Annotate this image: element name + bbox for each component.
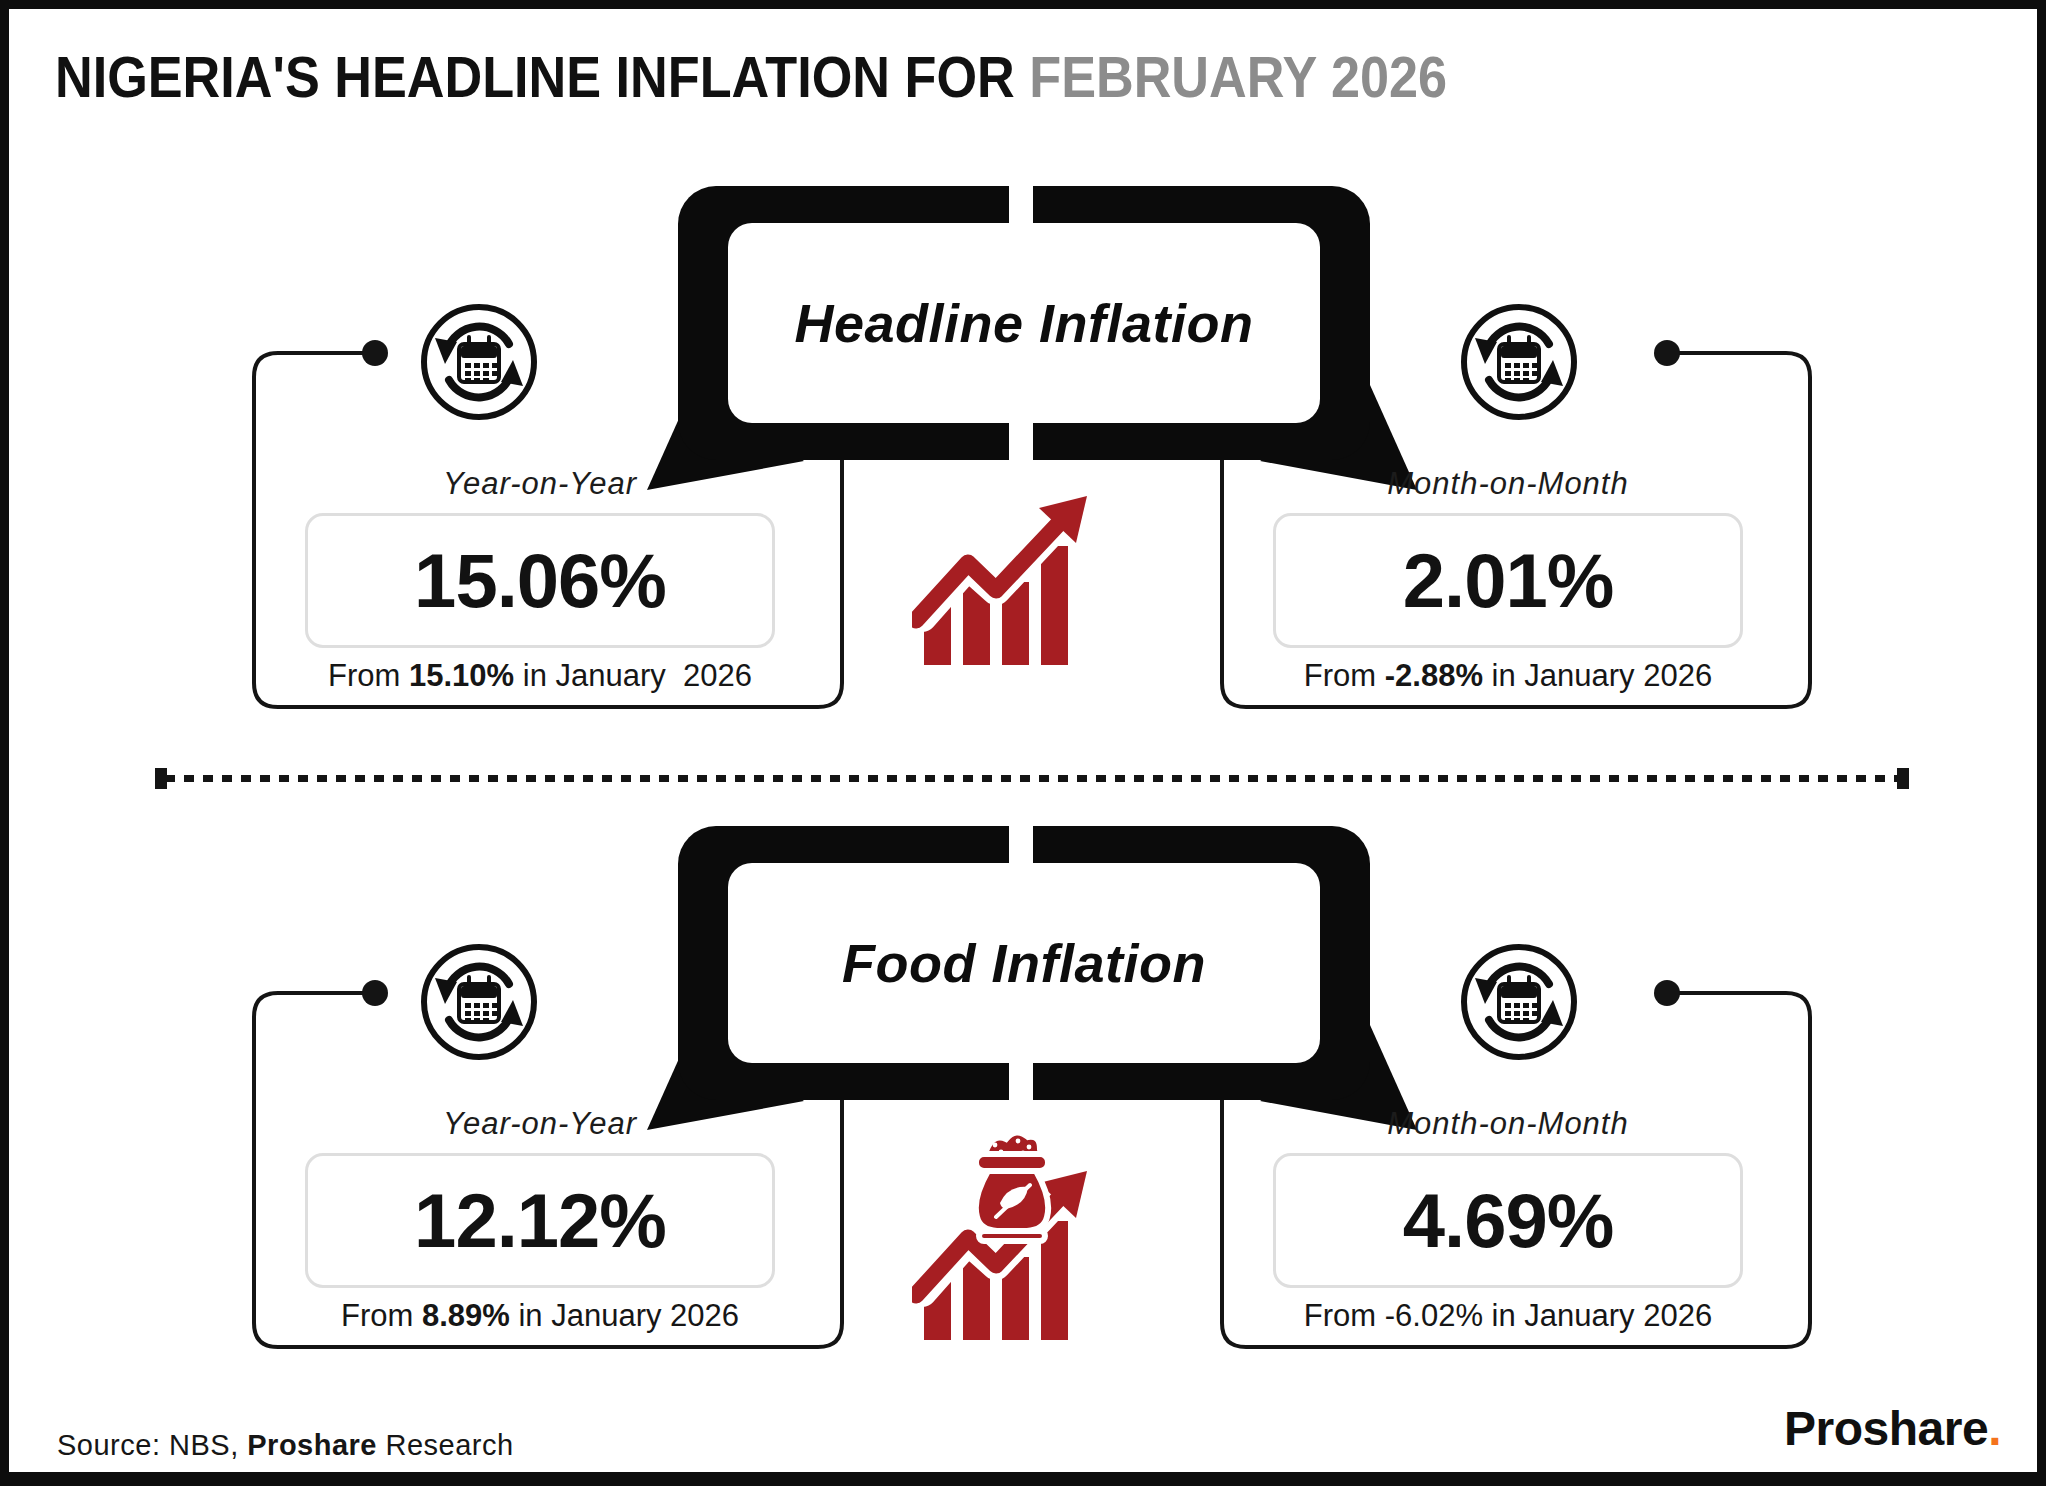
mom-value-box: 4.69% — [1273, 1153, 1743, 1288]
right-connector-dot — [1654, 980, 1680, 1006]
dashed-divider — [165, 775, 1899, 782]
section-food-inflation: Food Inflation Year-on-Year Month-on-Mon… — [9, 800, 2037, 1440]
bubble-title: Headline Inflation — [794, 292, 1253, 354]
infographic-canvas: NIGERIA'S HEADLINE INFLATION FOR FEBRUAR… — [0, 0, 2046, 1486]
left-connector-dot — [362, 340, 388, 366]
mom-value-box: 2.01% — [1273, 513, 1743, 648]
logo-orange-dot: . — [1988, 1402, 2001, 1455]
yoy-label: Year-on-Year — [305, 466, 775, 502]
speech-bubble: Headline Inflation — [678, 186, 1370, 460]
proshare-logo: Proshare. — [1784, 1401, 2001, 1456]
yoy-previous-value: 15.10% — [409, 658, 514, 693]
calendar-cycle-icon — [419, 302, 539, 422]
grain-bag-chart-up-arrow-icon — [912, 1125, 1122, 1340]
yoy-label: Year-on-Year — [305, 1106, 775, 1142]
yoy-value: 12.12% — [414, 1177, 666, 1264]
yoy-value: 15.06% — [414, 537, 666, 624]
yoy-previous-value: 8.89% — [422, 1298, 510, 1333]
mom-label: Month-on-Month — [1273, 466, 1743, 502]
mom-previous-value: -2.88% — [1385, 658, 1483, 693]
yoy-previous-line: From 8.89% in January 2026 — [260, 1298, 820, 1334]
bubble-inner-panel: Food Inflation — [728, 863, 1320, 1063]
bubble-inner-panel: Headline Inflation — [728, 223, 1320, 423]
right-connector-dot — [1654, 340, 1680, 366]
page-title-black: NIGERIA'S HEADLINE INFLATION FOR — [55, 44, 1029, 109]
bar-chart-up-arrow-icon — [912, 490, 1122, 665]
yoy-previous-line: From 15.10% in January 2026 — [260, 658, 820, 694]
yoy-value-box: 12.12% — [305, 1153, 775, 1288]
page-title: NIGERIA'S HEADLINE INFLATION FOR FEBRUAR… — [55, 43, 1447, 110]
source-credit: Source: NBS, Proshare Research — [57, 1429, 514, 1462]
calendar-cycle-icon — [419, 942, 539, 1062]
calendar-cycle-icon — [1459, 302, 1579, 422]
calendar-cycle-icon — [1459, 942, 1579, 1062]
mom-value: 4.69% — [1403, 1177, 1614, 1264]
bubble-title: Food Inflation — [842, 932, 1206, 994]
yoy-value-box: 15.06% — [305, 513, 775, 648]
page-title-gray: FEBRUARY 2026 — [1029, 44, 1447, 109]
section-headline-inflation: Headline Inflation Year-on-Year Month-on… — [9, 160, 2037, 800]
mom-previous-line: From -2.88% in January 2026 — [1228, 658, 1788, 694]
speech-bubble: Food Inflation — [678, 826, 1370, 1100]
mom-label: Month-on-Month — [1273, 1106, 1743, 1142]
grain-bag-icon — [976, 1132, 1048, 1241]
mom-value: 2.01% — [1403, 537, 1614, 624]
mom-previous-line: From -6.02% in January 2026 — [1228, 1298, 1788, 1334]
mom-previous-value: -6.02% — [1385, 1298, 1483, 1333]
left-connector-dot — [362, 980, 388, 1006]
